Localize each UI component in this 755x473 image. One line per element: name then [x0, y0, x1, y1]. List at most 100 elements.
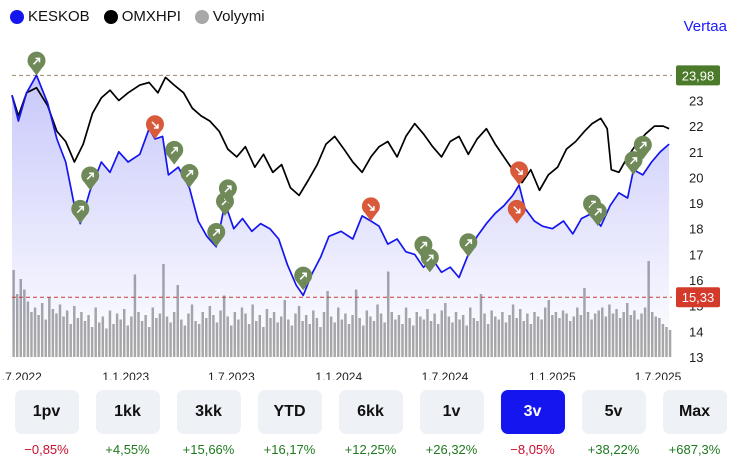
period-ytd: YTD +16,17% — [249, 390, 330, 457]
signal-pin — [420, 248, 439, 273]
arrow-down-right-icon — [151, 121, 159, 129]
chart-legend: KESKOB OMXHPI Volyymi — [10, 8, 279, 25]
legend-item-keskob[interactable]: KESKOB — [10, 8, 90, 25]
arrow-up-right-icon — [212, 228, 220, 237]
signal-pin — [510, 161, 529, 186]
sell-signal-marker[interactable] — [510, 161, 529, 186]
arrow-down-right-icon — [367, 203, 375, 211]
sell-signal-marker[interactable] — [361, 197, 380, 222]
low-value-box — [676, 287, 720, 308]
period-change-6kk: +12,25% — [344, 442, 397, 457]
y-tick-label: 21 — [689, 145, 703, 160]
y-tick-label: 16 — [689, 273, 703, 288]
period-3kk: 3kk +15,66% — [168, 390, 249, 457]
arrow-up-right-icon — [170, 146, 178, 155]
y-tick-label: 13 — [689, 350, 703, 365]
buy-signal-marker[interactable] — [165, 140, 184, 165]
arrow-down-right-icon — [515, 167, 523, 175]
y-tick-label: 20 — [689, 170, 703, 185]
period-button-1pv[interactable]: 1pv — [14, 390, 79, 434]
period-button-3kk[interactable]: 3kk — [176, 390, 241, 434]
buy-signal-marker[interactable] — [420, 248, 439, 273]
arrow-up-right-icon — [224, 185, 232, 193]
arrow-up-right-icon — [639, 141, 647, 150]
period-change-1pv: −0,85% — [24, 442, 69, 457]
arrow-up-right-icon — [419, 241, 428, 250]
period-change-ytd: +16,17% — [263, 442, 316, 457]
signal-pin — [207, 222, 226, 247]
arrow-up-right-icon — [426, 254, 434, 262]
y-tick-label: 18 — [689, 222, 703, 237]
legend-dot-volyymi — [194, 9, 209, 24]
price-chart: 13141516171819202122232423,9815,331.7.20… — [0, 51, 720, 380]
period-button-1kk[interactable]: 1kk — [95, 390, 160, 434]
period-button-3v[interactable]: 3v — [500, 390, 565, 434]
buy-signal-marker[interactable] — [633, 135, 652, 160]
arrow-up-right-icon — [594, 208, 602, 216]
signal-pin — [180, 163, 199, 188]
buy-signal-marker[interactable] — [218, 179, 237, 204]
arrow-up-right-icon — [629, 157, 638, 165]
legend-dot-omxhpi — [103, 9, 118, 24]
period-change-max: +687,3% — [668, 442, 721, 457]
legend-label-volyymi: Volyymi — [212, 8, 265, 25]
arrow-down-right-icon — [513, 206, 521, 214]
arrow-up-right-icon — [185, 169, 194, 178]
signal-pin — [507, 199, 526, 224]
signal-pin — [27, 51, 46, 76]
buy-signal-marker[interactable] — [27, 51, 46, 76]
legend-item-omxhpi[interactable]: OMXHPI — [103, 8, 181, 25]
period-button-max[interactable]: Max — [662, 390, 727, 434]
low-value-label: 15,33 — [682, 290, 715, 305]
arrow-up-right-icon — [76, 205, 85, 214]
signal-pin — [165, 140, 184, 165]
signal-pin — [361, 197, 380, 222]
period-button-1v[interactable]: 1v — [419, 390, 484, 434]
signal-pin — [414, 235, 433, 260]
arrow-up-right-icon — [32, 57, 41, 65]
x-tick-label: 1.7.2022 — [0, 370, 42, 380]
buy-signal-marker[interactable] — [459, 233, 478, 257]
period-change-1kk: +4,55% — [105, 442, 150, 457]
period-change-3kk: +15,66% — [182, 442, 235, 457]
buy-signal-marker[interactable] — [207, 222, 226, 247]
buy-signal-marker[interactable] — [180, 163, 199, 188]
sell-signal-marker[interactable] — [145, 115, 164, 139]
sell-signal-marker[interactable] — [507, 199, 526, 224]
buy-signal-marker[interactable] — [71, 199, 90, 224]
legend-dot-keskob — [10, 9, 24, 24]
period-change-5v: +38,22% — [587, 442, 640, 457]
period-1kk: 1kk +4,55% — [87, 390, 168, 457]
period-button-ytd[interactable]: YTD — [257, 390, 322, 434]
high-value-label: 23,98 — [682, 68, 715, 83]
x-tick-label: 1.7.2023 — [208, 370, 255, 380]
period-5v: 5v +38,22% — [573, 390, 654, 457]
period-button-5v[interactable]: 5v — [581, 390, 646, 434]
signal-pin — [81, 166, 100, 191]
omxhpi-line — [11, 76, 670, 197]
period-change-3v: −8,05% — [510, 442, 555, 457]
y-tick-label: 23 — [689, 93, 703, 108]
buy-signal-marker[interactable] — [414, 235, 433, 260]
signal-pin — [218, 179, 237, 204]
buy-signal-marker[interactable] — [624, 151, 643, 175]
period-button-6kk[interactable]: 6kk — [338, 390, 403, 434]
buy-signal-marker[interactable] — [588, 202, 607, 227]
signal-pin — [588, 202, 607, 227]
period-change-1v: +26,32% — [425, 442, 478, 457]
legend-label-keskob: KESKOB — [28, 8, 90, 25]
period-1v: 1v +26,32% — [411, 390, 492, 457]
compare-link[interactable]: Vertaa — [683, 18, 727, 35]
x-tick-label: 1.1.2025 — [529, 370, 576, 380]
x-tick-label: 1.7.2024 — [422, 370, 469, 380]
legend-item-volyymi[interactable]: Volyymi — [194, 8, 265, 25]
y-tick-label: 22 — [689, 119, 703, 134]
y-tick-label: 19 — [689, 196, 703, 211]
y-tick-label: 14 — [689, 324, 703, 339]
buy-signal-marker[interactable] — [81, 166, 100, 191]
period-max: Max +687,3% — [654, 390, 735, 457]
y-tick-label: 17 — [689, 247, 703, 262]
arrow-up-right-icon — [464, 239, 473, 247]
period-1pv: 1pv −0,85% — [6, 390, 87, 457]
buy-signal-marker[interactable] — [294, 266, 313, 291]
